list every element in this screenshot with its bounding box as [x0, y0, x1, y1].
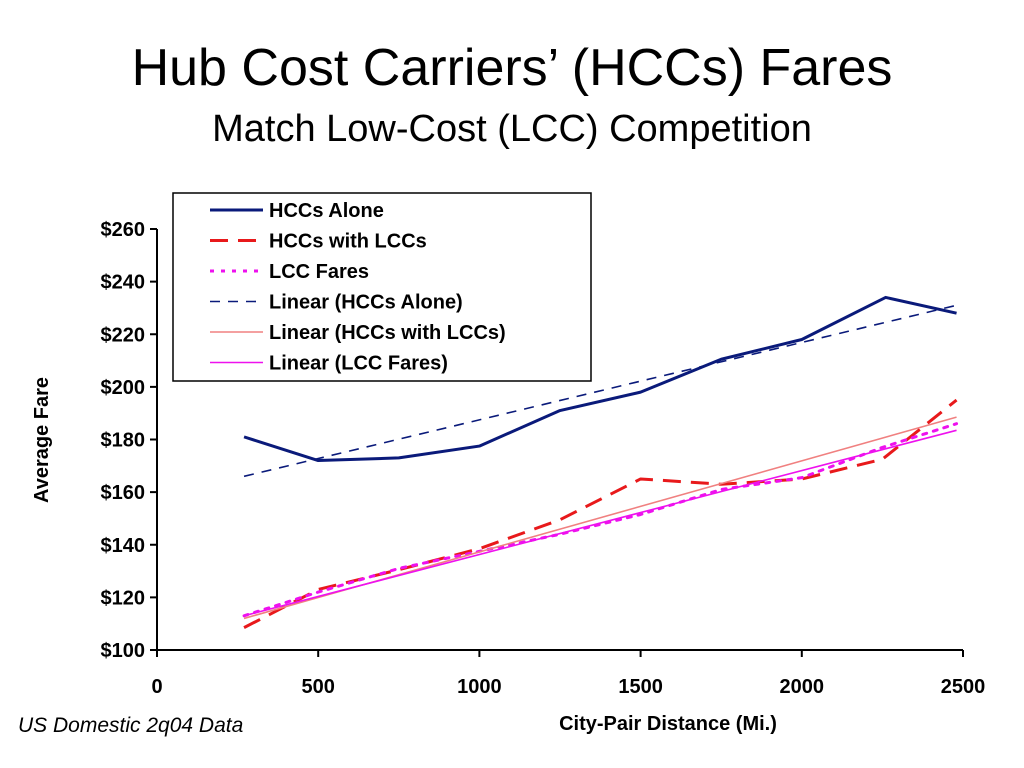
x-tick-label: 2500: [941, 676, 986, 698]
series-line: [243, 295, 957, 463]
x-tick-label: 0: [151, 676, 162, 698]
y-tick-label: $240: [101, 272, 146, 294]
series-line: [243, 304, 957, 478]
series-line: [243, 398, 958, 629]
x-tick-label: 1500: [618, 676, 663, 698]
slide-title: Hub Cost Carriers’ (HCCs) Fares: [131, 39, 893, 97]
y-tick-label: $180: [101, 430, 146, 452]
chart-ticks: $100 $120 $140 $160 $180 $200 $220 $240 $260 0 500…: [101, 219, 986, 698]
y-tick-label: $200: [101, 377, 146, 399]
legend-label: HCCs Alone: [269, 200, 384, 222]
series-line: [243, 429, 957, 617]
x-axis-title: City-Pair Distance (Mi.): [559, 713, 777, 735]
chart-legend: HCCs Alone HCCs with LCCs LCC Fares Linear …: [172, 192, 592, 382]
chart-series: [242, 295, 959, 629]
slide-subtitle: Match Low-Cost (LCC) Competition: [212, 108, 812, 150]
series-group: [243, 398, 958, 629]
x-tick-label: 1000: [457, 676, 502, 698]
y-tick-label: $220: [101, 324, 146, 346]
legend-label: Linear (LCC Fares): [269, 353, 448, 375]
series-group: [243, 304, 957, 478]
series-group: [243, 416, 957, 620]
x-tick-label: 500: [302, 676, 335, 698]
y-tick-label: $120: [101, 587, 146, 609]
legend-label: HCCs with LCCs: [269, 231, 427, 253]
series-group: [243, 295, 957, 463]
y-tick-label: $100: [101, 640, 146, 662]
legend-box: [172, 192, 592, 382]
legend-label: LCC Fares: [269, 261, 369, 283]
data-source-note: US Domestic 2q04 Data: [18, 714, 244, 737]
x-tick-label: 2000: [780, 676, 825, 698]
legend-label: Linear (HCCs with LCCs): [269, 322, 506, 344]
series-group: [242, 422, 959, 618]
y-axis-title: Average Fare: [31, 377, 53, 503]
series-group: [243, 429, 957, 617]
series-line: [242, 422, 959, 618]
y-tick-label: $160: [101, 482, 146, 504]
y-tick-label: $260: [101, 219, 146, 241]
legend-label: Linear (HCCs Alone): [269, 292, 463, 314]
y-tick-label: $140: [101, 535, 146, 557]
